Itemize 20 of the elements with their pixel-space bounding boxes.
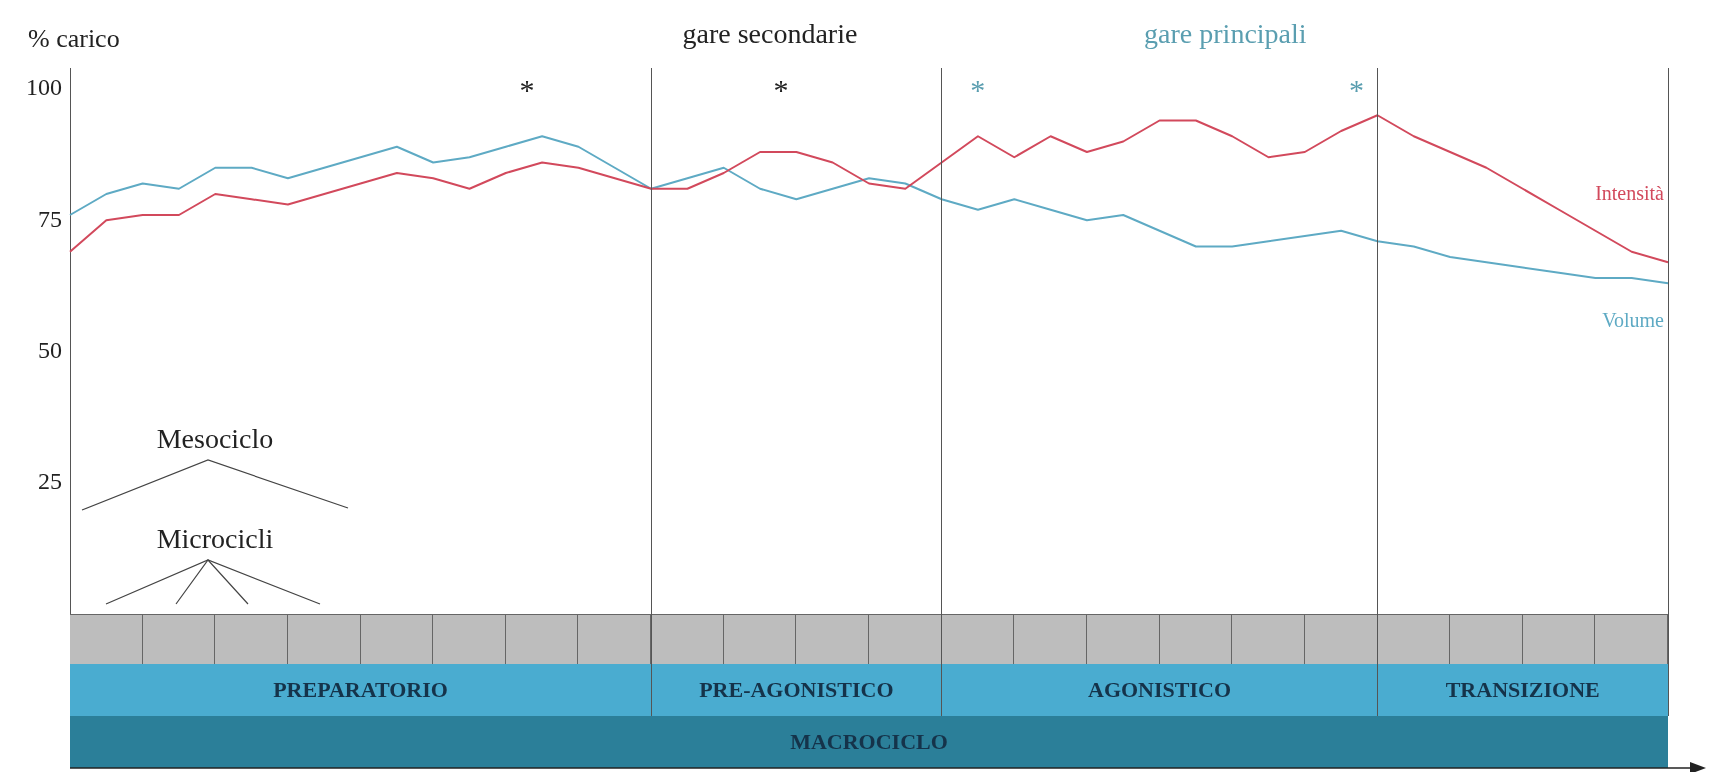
text: PREPARATORIO — [273, 677, 448, 703]
annotation: * — [1348, 73, 1364, 107]
annotation: * — [773, 73, 789, 107]
text: AGONISTICO — [1088, 677, 1232, 703]
text: PRE-AGONISTICO — [699, 677, 894, 703]
y-tick-label: 75 — [38, 205, 62, 232]
text: TRANSIZIONE — [1445, 677, 1600, 703]
annotation: Mesociclo — [156, 423, 274, 454]
series-label: Volume — [1602, 308, 1665, 331]
y-tick-label: 50 — [38, 336, 62, 363]
text: gare secondarie — [682, 18, 858, 50]
y-tick-label: 25 — [38, 468, 62, 495]
series-label: Intensità — [1595, 181, 1665, 204]
text: MACROCICLO — [790, 729, 948, 755]
annotation: Microcicli — [156, 523, 274, 554]
text: gare principali — [1144, 18, 1307, 50]
y-axis-title: % carico — [28, 23, 120, 53]
annotation: * — [970, 73, 986, 107]
y-tick-label: 100 — [26, 74, 62, 101]
annotation: * — [519, 73, 535, 107]
